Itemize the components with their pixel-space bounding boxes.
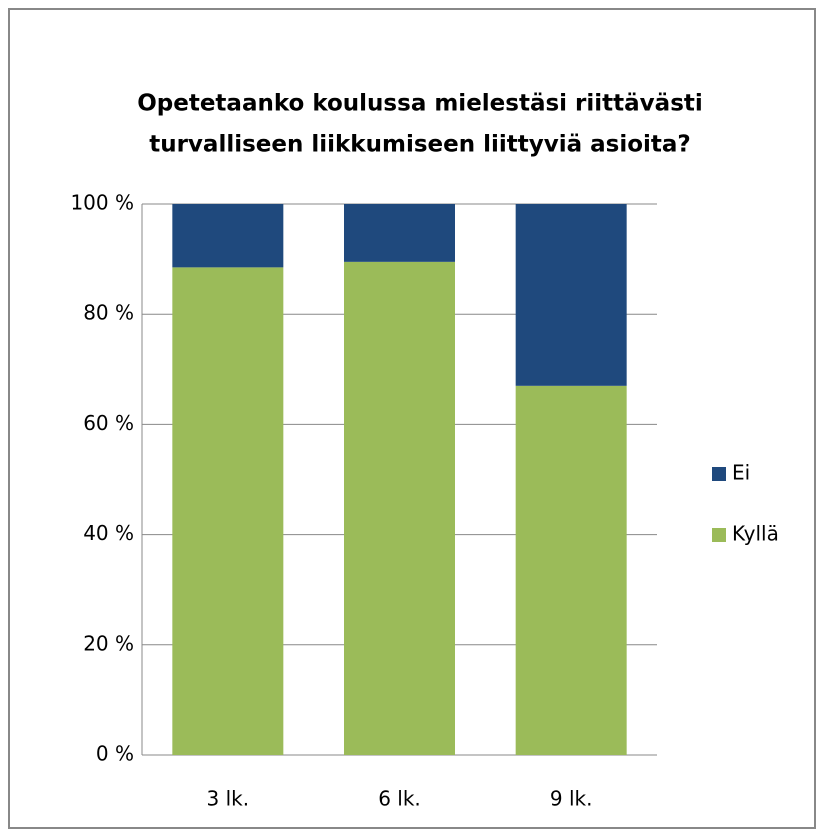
bar-segment [515,385,627,755]
bar-segment [172,204,284,268]
x-tick-label: 3 lk. [207,787,250,811]
legend-label: Kyllä [732,522,779,546]
y-tick-label: 40 % [83,521,134,545]
y-tick-label: 60 % [83,411,134,435]
y-tick-label: 80 % [83,301,134,325]
y-tick-label: 20 % [83,631,134,655]
chart-title: turvalliseen liikkumiseen liittyviä asio… [149,132,691,158]
bar-segment [172,267,284,755]
legend-swatch [712,528,726,542]
legend-label: Ei [732,461,750,485]
x-tick-label: 9 lk. [550,787,593,811]
y-tick-label: 100 % [70,191,134,215]
y-tick-label: 0 % [96,742,134,766]
chart-title: Opetetaanko koulussa mielestäsi riittävä… [137,91,703,117]
x-tick-label: 6 lk. [378,787,421,811]
bar-segment [344,261,455,755]
bar-segment [515,204,627,386]
legend-swatch [712,467,726,481]
bar-segment [344,204,455,262]
